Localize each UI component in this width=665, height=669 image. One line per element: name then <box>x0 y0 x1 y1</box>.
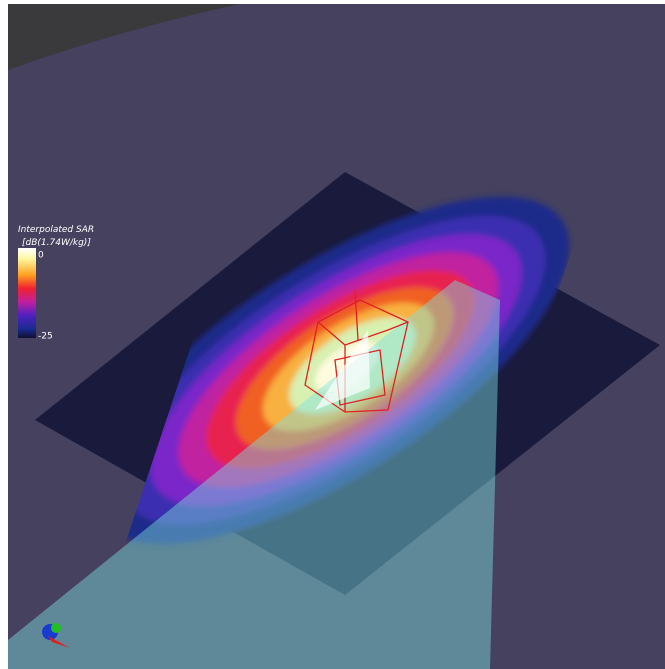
sar-peak <box>315 330 370 410</box>
colorbar <box>18 248 36 338</box>
phantom-beam <box>8 280 500 669</box>
legend-min: -25 <box>38 332 53 342</box>
triad-x <box>48 636 70 648</box>
scene-corner <box>8 4 240 70</box>
legend-unit: [dB(1.74W/kg)] <box>22 238 91 248</box>
axis-triad <box>42 623 70 648</box>
cube-edge <box>354 289 359 341</box>
legend-max: 0 <box>38 251 44 261</box>
legend-title: Interpolated SAR <box>18 225 94 235</box>
triad-y <box>51 623 61 633</box>
